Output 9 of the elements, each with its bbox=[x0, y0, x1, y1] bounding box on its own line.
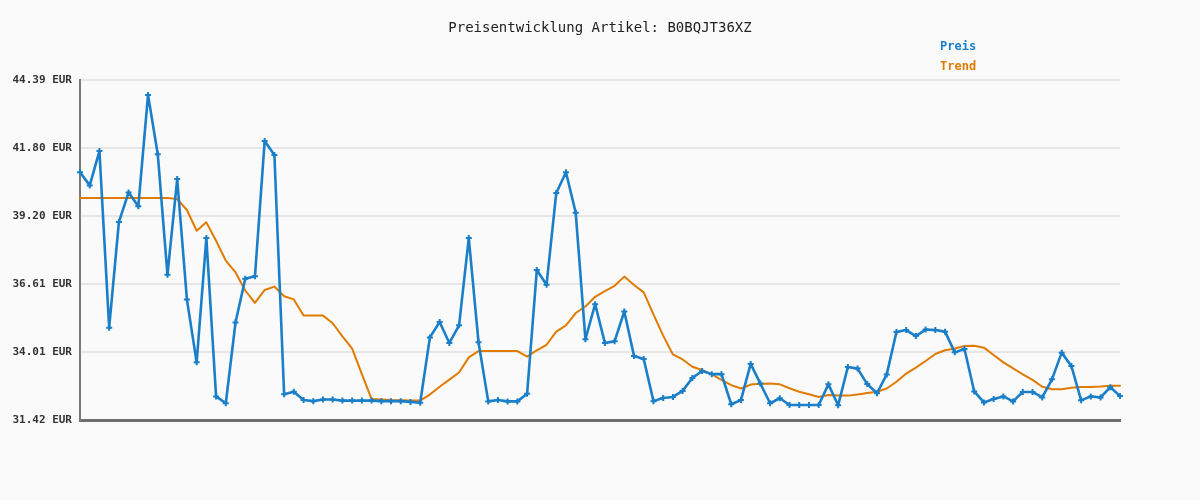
text: Preis bbox=[940, 39, 977, 54]
y-tick-label: 31.42 EUR bbox=[12, 412, 73, 426]
y-tick-label: 44.39 EUR bbox=[12, 72, 73, 86]
y-tick-label: 34.01 EUR bbox=[12, 344, 73, 358]
y-tick-label: 41.80 EUR bbox=[12, 140, 73, 154]
y-tick-label: 39.20 EUR bbox=[12, 208, 73, 222]
y-tick-label: 36.61 EUR bbox=[12, 276, 73, 290]
chart-title: Preisentwicklung Artikel: B0BQJT36XZ bbox=[448, 18, 752, 35]
text: Trend bbox=[940, 59, 977, 74]
